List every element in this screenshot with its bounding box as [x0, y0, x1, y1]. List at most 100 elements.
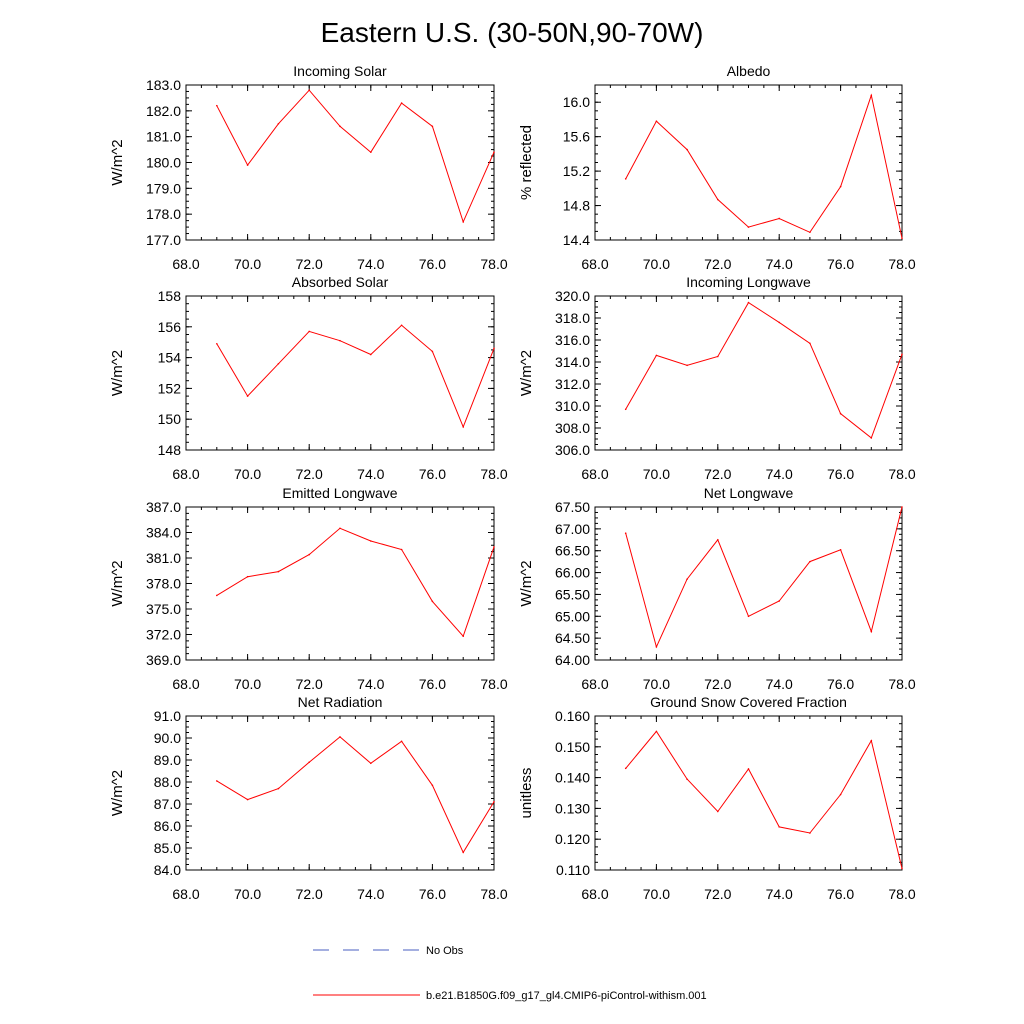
y-tick-label: 14.8: [563, 198, 590, 214]
x-tick-label: 72.0: [704, 256, 731, 272]
data-point: [493, 546, 495, 548]
x-tick-label: 76.0: [419, 256, 446, 272]
x-tick-label: 72.0: [704, 676, 731, 692]
data-point: [778, 826, 780, 828]
data-point: [901, 506, 903, 508]
x-tick-label: 76.0: [419, 466, 446, 482]
x-tick-label: 76.0: [827, 466, 854, 482]
series-line-model: [216, 736, 495, 854]
x-tick-label: 70.0: [643, 886, 670, 902]
series-line-model: [625, 730, 903, 869]
y-axis-label: % reflected: [518, 125, 535, 200]
panel-ground-snow-covered-fraction: 0.110 0.120 0.130 0.140 0.150 0.160 68.0 70.0 72…: [518, 694, 916, 902]
x-tick-label: 74.0: [357, 676, 384, 692]
plot-frame: [594, 506, 903, 661]
x-tick-label: 72.0: [704, 466, 731, 482]
data-point: [747, 615, 750, 618]
data-point: [717, 355, 719, 358]
panel-title: Albedo: [727, 63, 771, 79]
x-tick-label: 70.0: [234, 466, 261, 482]
data-point: [870, 437, 873, 439]
data-point: [308, 761, 311, 763]
data-point: [686, 778, 688, 780]
y-tick-label: 16.0: [563, 94, 590, 110]
x-tick-label: 70.0: [643, 256, 670, 272]
y-tick-label: 369.0: [146, 652, 181, 668]
data-point: [778, 600, 780, 602]
panel-emitted-longwave: 369.0 372.0 375.0 378.0 381.0 384.0 387.0 68.0 7…: [109, 485, 508, 692]
data-point: [624, 408, 627, 411]
y-tick-label: 88.0: [154, 774, 181, 790]
x-tick-label: 76.0: [419, 886, 446, 902]
y-tick-label: 182.0: [146, 103, 181, 119]
data-point: [839, 793, 842, 796]
plot-frame: [185, 84, 495, 241]
x-tick-label: 74.0: [766, 256, 793, 272]
data-point: [839, 549, 842, 551]
series-line-model: [216, 527, 495, 638]
legend-no-obs-label: No Obs: [426, 945, 464, 957]
panel-albedo: 14.4 14.8 15.2 15.6 16.0 68.0 70.0 72.0 74.0 76.0…: [518, 63, 916, 272]
series-line-model: [625, 93, 903, 239]
plot-frame: [594, 84, 903, 241]
data-point: [400, 548, 403, 551]
data-point: [431, 784, 434, 787]
data-point: [655, 120, 658, 122]
panel-title: Absorbed Solar: [292, 274, 389, 290]
data-point: [839, 185, 842, 188]
x-tick-label: 70.0: [643, 676, 670, 692]
data-point: [686, 364, 688, 367]
data-point: [778, 321, 780, 324]
x-tick-label: 76.0: [419, 676, 446, 692]
x-tick-label: 78.0: [888, 256, 915, 272]
data-point: [339, 736, 341, 738]
y-tick-label: 0.110: [556, 862, 590, 878]
y-axis-label: W/m^2: [518, 350, 535, 396]
x-tick-label: 76.0: [827, 676, 854, 692]
x-tick-label: 68.0: [581, 466, 608, 482]
data-point: [431, 600, 434, 603]
y-tick-label: 177.0: [146, 232, 181, 248]
y-tick-label: 14.4: [563, 232, 590, 248]
data-point: [809, 342, 811, 345]
data-point: [246, 395, 249, 397]
data-point: [339, 339, 341, 342]
data-point: [308, 330, 311, 333]
data-point: [901, 867, 903, 870]
x-tick-label: 78.0: [888, 676, 915, 692]
data-point: [624, 178, 627, 180]
data-point: [370, 762, 372, 765]
x-tick-label: 78.0: [480, 256, 507, 272]
y-axis-label: W/m^2: [109, 770, 126, 816]
plot-frame: [594, 295, 903, 451]
data-point: [370, 353, 372, 356]
y-tick-label: 306.0: [555, 442, 590, 458]
y-tick-label: 0.120: [555, 831, 590, 847]
x-tick-label: 76.0: [827, 886, 854, 902]
data-point: [462, 426, 465, 428]
panel-title: Net Longwave: [704, 485, 794, 501]
data-point: [277, 122, 280, 125]
y-tick-label: 320.0: [555, 288, 590, 304]
y-tick-label: 312.0: [555, 376, 590, 392]
y-tick-label: 381.0: [146, 550, 181, 566]
x-tick-label: 68.0: [172, 886, 199, 902]
data-point: [655, 646, 658, 648]
y-tick-label: 154: [158, 350, 182, 366]
y-tick-label: 372.0: [146, 627, 181, 643]
x-tick-label: 72.0: [296, 256, 323, 272]
x-tick-label: 68.0: [172, 676, 199, 692]
x-tick-label: 74.0: [766, 886, 793, 902]
y-tick-label: 15.2: [563, 163, 590, 179]
data-point: [277, 787, 280, 790]
data-point: [686, 578, 688, 580]
data-point: [431, 350, 434, 353]
data-point: [901, 237, 903, 240]
plot-frame: [185, 506, 495, 661]
y-tick-label: 378.0: [146, 576, 181, 592]
panel-title: Incoming Solar: [293, 63, 387, 79]
data-point: [809, 832, 811, 834]
data-point: [370, 151, 372, 153]
y-tick-label: 89.0: [154, 752, 181, 768]
y-tick-label: 148: [158, 442, 182, 458]
